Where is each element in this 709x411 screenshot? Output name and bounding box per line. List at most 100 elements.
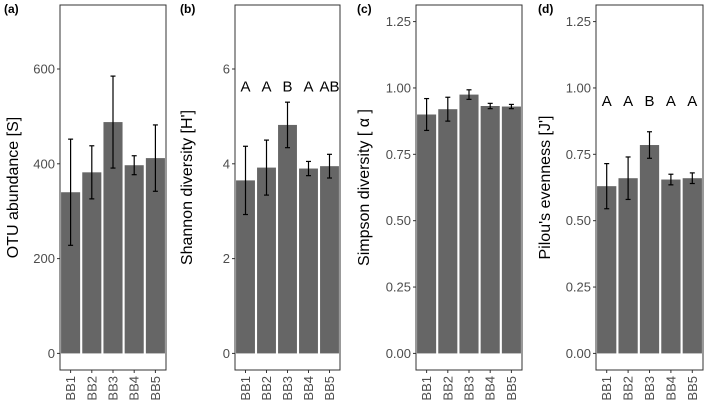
bar-bb4: [661, 179, 681, 354]
y-axis-label: Shannon diversity [H']: [179, 110, 196, 265]
significance-letter: B: [282, 79, 292, 96]
y-tick-label: 400: [33, 156, 55, 171]
x-tick-label: BB3: [462, 376, 477, 401]
x-tick-label: BB1: [419, 376, 434, 401]
x-tick-label: BB5: [148, 376, 163, 401]
x-tick-label: BB3: [280, 376, 295, 401]
y-tick-label: 0: [223, 346, 230, 361]
error-bar-bb1: [68, 138, 74, 246]
panel-tag: (b): [180, 2, 195, 16]
x-tick-label: BB2: [440, 376, 455, 401]
error-bar-bb5: [327, 153, 332, 179]
error-bar-bb4: [131, 155, 137, 176]
y-tick-label: 600: [33, 61, 55, 76]
chart-panel-4: (d) A BB1 A BB2 B BB3 A BB4 A BB5 0.00 0.25 0.50 0.75 1…: [537, 2, 704, 401]
significance-letter: A: [687, 93, 697, 110]
error-bar-bb1: [424, 97, 430, 132]
y-tick-label: 0.25: [566, 280, 591, 295]
significance-letter: B: [644, 93, 654, 110]
bar-bb2: [618, 178, 638, 354]
bar-bb4: [124, 165, 144, 354]
y-tick-label: 200: [33, 251, 55, 266]
y-tick-label: 1.00: [566, 80, 591, 95]
x-tick-label: BB5: [504, 376, 519, 401]
error-bar-bb1: [243, 145, 248, 216]
x-tick-label: BB4: [663, 376, 678, 401]
plot-frame: [595, 4, 704, 371]
y-tick-label: 0.00: [566, 346, 591, 361]
plot-frame: [415, 4, 523, 371]
error-bar-bb2: [89, 145, 95, 200]
error-bar-bb2: [264, 139, 269, 196]
error-bar-bb3: [647, 131, 652, 159]
y-tick-label: 0.50: [386, 213, 411, 228]
y-axis-label: Simpson diversity [ α ]: [356, 109, 373, 266]
error-bar-bb4: [306, 160, 311, 177]
chart-panel-3: (c) BB1 BB2 BB3 BB4 BB5 0.00 0.25 0.50 0.75 1.00 1.…: [356, 2, 523, 401]
panel-tag: (c): [357, 2, 372, 16]
bar-bb5: [501, 106, 521, 354]
error-bar-bb5: [689, 172, 695, 185]
error-bar-bb4: [487, 102, 493, 110]
error-bar-bb3: [466, 89, 472, 100]
y-tick-label: 0.00: [386, 346, 411, 361]
x-tick-label: BB2: [84, 376, 99, 401]
bar-bb4: [480, 106, 500, 354]
significance-letter: A: [303, 79, 313, 96]
y-tick-label: 2: [223, 251, 230, 266]
x-tick-label: BB1: [238, 376, 253, 401]
bar-bb1: [597, 186, 617, 354]
y-axis-label: Pilou's evenness [J']: [537, 116, 554, 260]
x-tick-label: BB5: [685, 376, 700, 401]
bar-bb1: [61, 192, 81, 354]
y-tick-label: 1.25: [386, 14, 411, 29]
bar-bb2: [257, 167, 276, 354]
y-tick-label: 1.25: [566, 14, 591, 29]
x-tick-label: BB4: [127, 376, 142, 401]
x-tick-label: BB3: [642, 376, 657, 401]
bar-bb3: [278, 124, 297, 354]
bar-bb3: [459, 94, 479, 354]
significance-letter: A: [261, 79, 271, 96]
error-bar-bb1: [604, 163, 610, 210]
significance-letter: A: [623, 93, 633, 110]
bar-bb1: [417, 114, 437, 354]
y-tick-label: 0.75: [566, 147, 591, 162]
significance-letter: AB: [319, 79, 339, 96]
panel-tag: (d): [538, 2, 553, 16]
x-tick-label: BB2: [259, 376, 274, 401]
y-tick-label: 0.50: [566, 213, 591, 228]
error-bar-bb5: [152, 124, 158, 192]
bar-bb3: [639, 145, 660, 354]
error-bar-bb5: [508, 103, 514, 110]
significance-letter: A: [666, 93, 676, 110]
chart-panel-1: (a) BB1 BB2 BB3 BB4 BB5 0 200 400 600 OTU abundanc…: [4, 2, 167, 401]
x-tick-label: BB1: [599, 376, 614, 401]
y-tick-label: 0.75: [386, 147, 411, 162]
chart-panel-2: (b) A BB1 A BB2 B BB3 A BB4 AB BB5 0 2 4 6 Shannon dive…: [179, 2, 341, 401]
y-tick-label: 4: [223, 156, 230, 171]
error-bar-bb3: [110, 75, 116, 169]
x-tick-label: BB4: [483, 376, 498, 401]
x-tick-label: BB5: [322, 376, 337, 401]
y-tick-label: 0.25: [386, 280, 411, 295]
significance-letter: A: [602, 93, 612, 110]
bar-bb5: [320, 166, 339, 354]
significance-letter: A: [240, 79, 250, 96]
error-bar-bb2: [445, 96, 451, 122]
y-axis-label: OTU abundance [S]: [5, 117, 22, 258]
bar-bb4: [299, 168, 318, 354]
x-tick-label: BB3: [106, 376, 121, 401]
x-tick-label: BB1: [63, 376, 78, 401]
y-tick-label: 0: [48, 346, 55, 361]
bar-bb2: [82, 172, 102, 354]
bar-bb1: [236, 180, 255, 354]
error-bar-bb4: [668, 173, 674, 186]
error-bar-bb3: [285, 101, 290, 149]
bar-bb3: [103, 122, 123, 354]
x-tick-label: BB2: [621, 376, 636, 401]
panel-tag: (a): [4, 2, 19, 16]
y-tick-label: 6: [223, 61, 230, 76]
plot-frame: [59, 4, 167, 371]
